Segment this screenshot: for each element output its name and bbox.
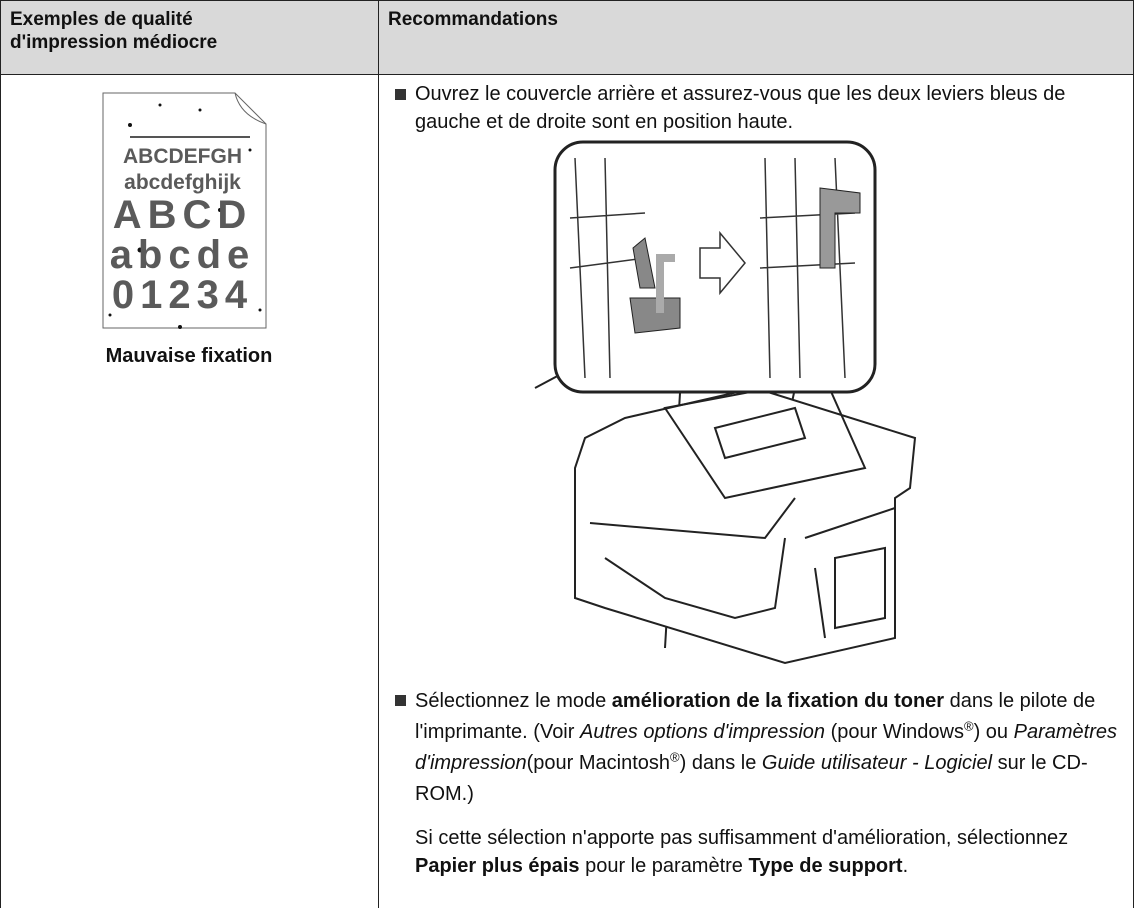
text-run: (pour Windows [825,721,964,743]
paragraph: Ouvrez le couvercle arrière et assurez-v… [395,80,1127,136]
text-run: (pour Macintosh [526,752,671,774]
header-right: Recommandations [388,9,558,30]
border [0,0,1134,1]
sample-line: 01234 [111,273,254,317]
caption: Mauvaise fixation [105,345,273,367]
border [378,0,379,908]
text-run: Si cette sélection n'apporte pas suffisa… [415,827,1069,849]
sample-page: ABCDEFGH abcdefghijk ABCD abcde 01234 [100,90,270,330]
border [0,0,1,908]
text-run: Type de support [748,855,903,877]
text-run: dans le pilote de l'imprimante. (Voir [415,690,1096,743]
page-outline [102,92,267,329]
sample-line: abcdefghijk [124,171,241,194]
text-run: . [902,855,909,877]
bullet [395,695,406,706]
illustration [534,140,917,665]
text-run: Guide utilisateur - Logiciel [761,752,993,774]
text-run: ) dans le [679,752,762,774]
text-run: ® [670,749,680,765]
text-run: Sélectionnez le mode [415,690,612,712]
sample-line: abcde [109,233,256,277]
text-run: sur le CD-ROM.) [415,752,1088,805]
text-run: amélioration de la fixation du toner [611,690,945,712]
sample-line: ABCD [112,193,253,237]
text-run: Paramètres d'impression [415,721,1117,774]
bullet [395,89,406,100]
text-run: Ouvrez le couvercle arrière et assurez-v… [415,83,1066,133]
sample-line: ABCDEFGH [123,145,242,168]
border [0,74,1134,75]
header-line: Exemples de qualité [10,9,193,30]
text-run: Autres options d'impression [579,721,826,743]
text-run: ) ou [973,721,1014,743]
paragraph: Sélectionnez le mode amélioration de la … [395,686,1127,810]
text-run: ® [963,718,974,734]
header-row [0,0,1134,74]
text-run: pour le paramètre [579,855,749,877]
text-run: Papier plus épais [415,855,580,877]
header-line: d'impression médiocre [10,32,218,53]
paragraph: Si cette sélection n'apporte pas suffisa… [415,824,1127,880]
header-left: Exemples de qualité d'impression médiocr… [10,8,217,54]
